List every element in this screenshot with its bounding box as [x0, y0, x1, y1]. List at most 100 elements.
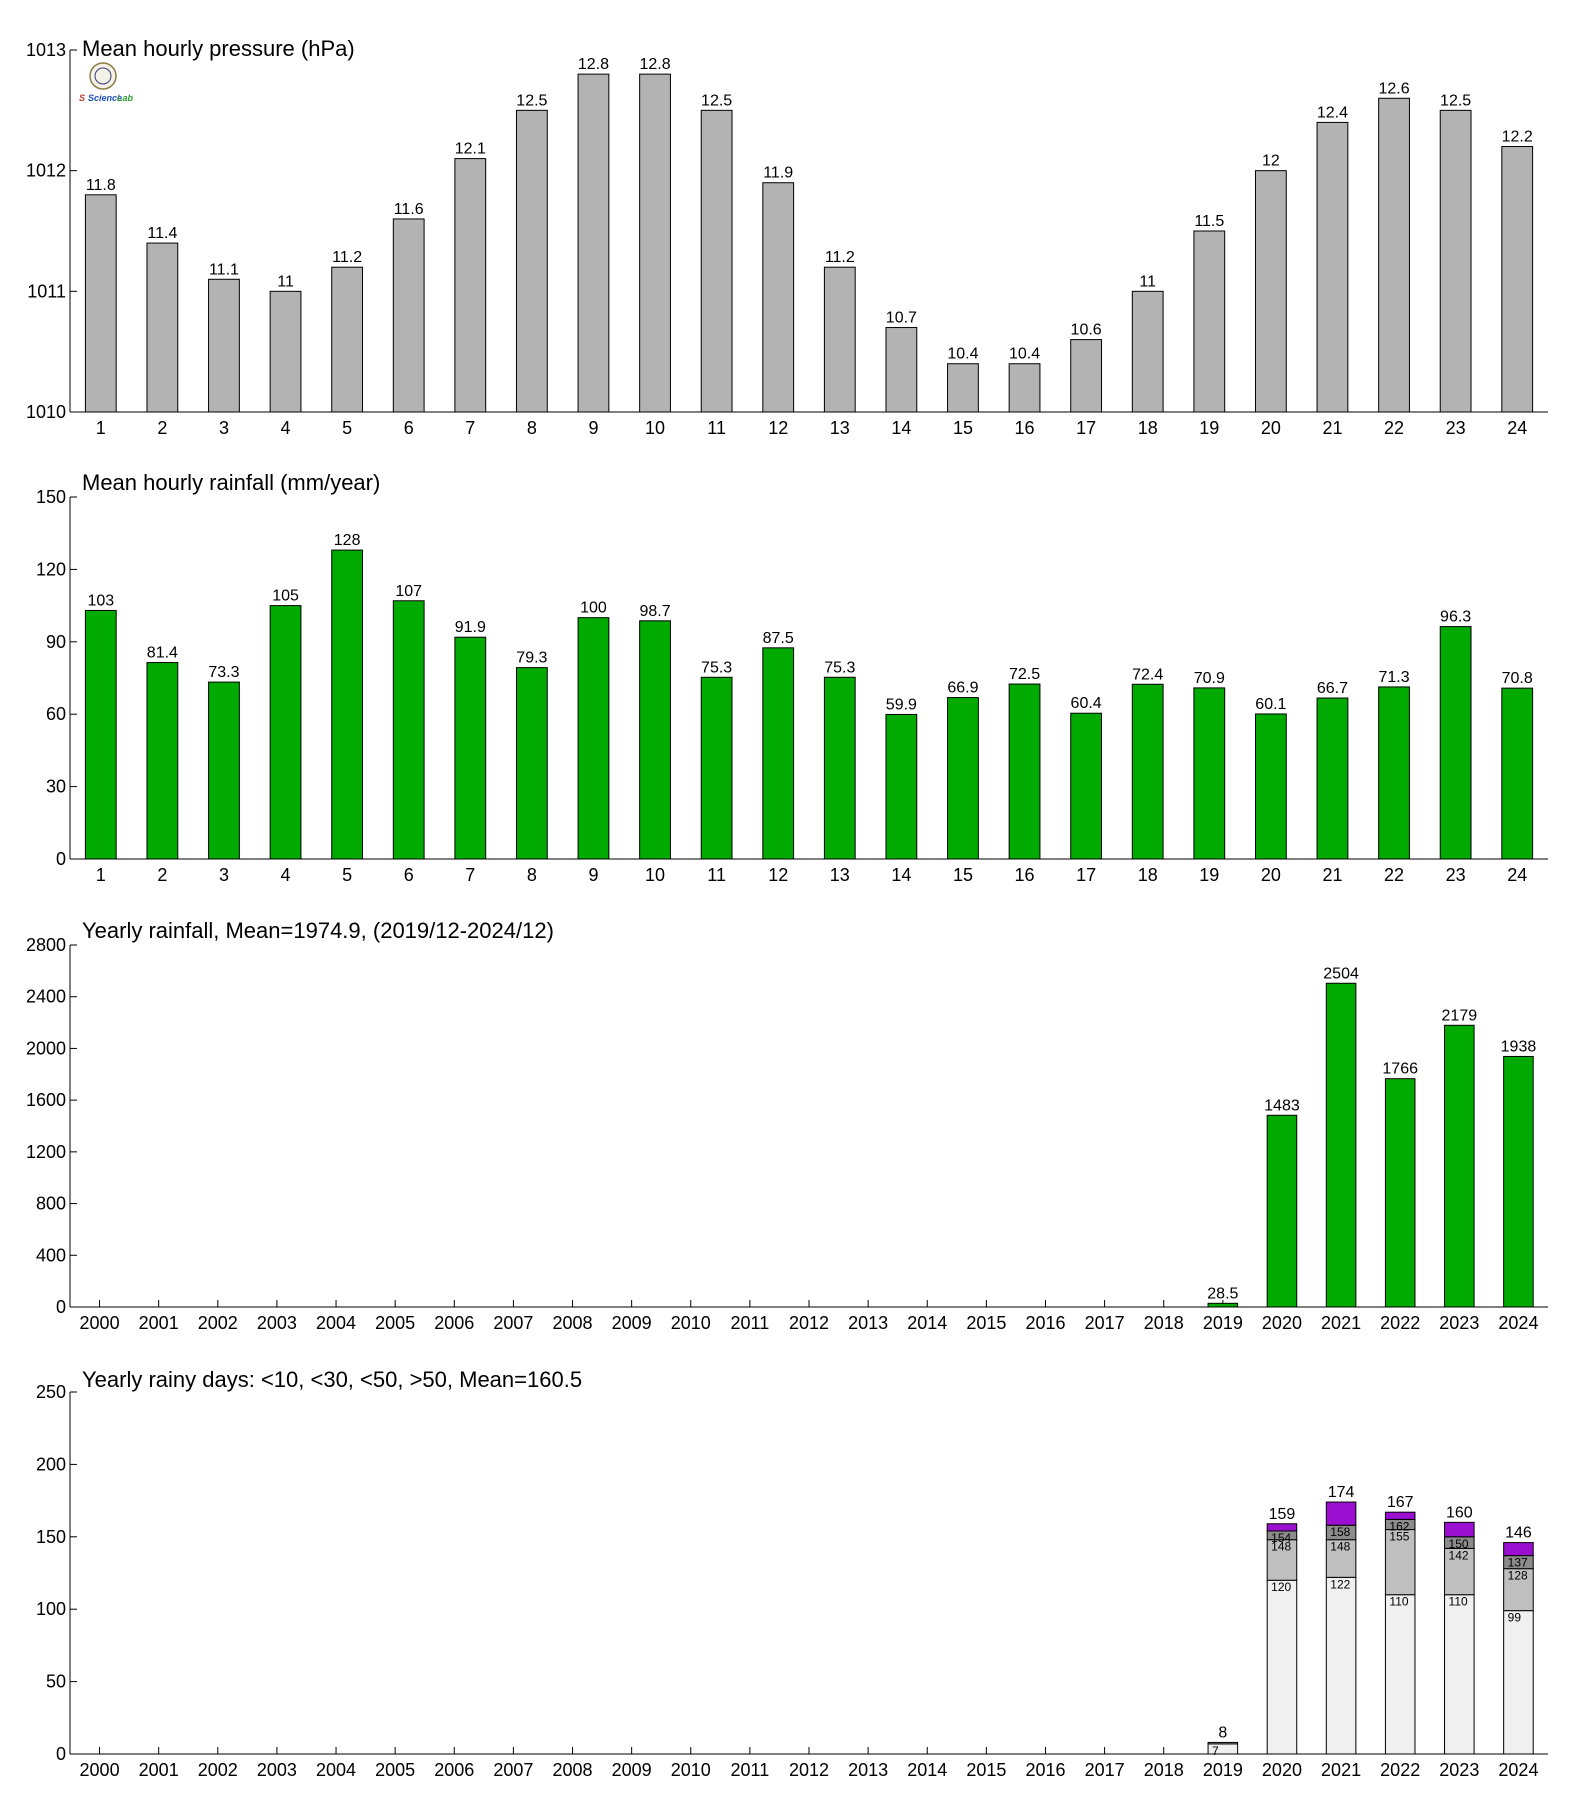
hourly-rain-bar	[392, 600, 425, 860]
rainy-days-x-tick-label: 2015	[966, 1760, 1006, 1780]
hourly-rain-x-tick-label: 1	[96, 865, 106, 885]
pressure-x-tick-label: 21	[1322, 418, 1342, 438]
pressure-x-tick-label: 5	[342, 418, 352, 438]
hourly-rain-bar	[762, 647, 795, 860]
rainy-days-y-tick-label: 200	[36, 1454, 66, 1474]
hourly-rain-bar-label: 91.9	[455, 619, 486, 636]
rainy-days-total-label: 174	[1328, 1484, 1355, 1501]
rainy-days-segment-lt30	[1207, 1741, 1239, 1745]
hourly-rain-x-tick-label: 20	[1261, 865, 1281, 885]
pressure-bar	[1193, 230, 1226, 413]
pressure-x-tick-label: 24	[1507, 418, 1527, 438]
hourly-rain-bar-label: 96.3	[1440, 609, 1471, 626]
hourly-rain-x-tick-label: 3	[219, 865, 229, 885]
pressure-chart: Mean hourly pressure (hPa) 1010101110121…	[26, 36, 1548, 438]
rainy-days-segment-gt50	[1325, 1501, 1357, 1526]
yearly-rain-y-tick-label: 2000	[26, 1038, 66, 1058]
rainy-days-x-tick-label: 2006	[434, 1760, 474, 1780]
rainy-days-segment-label: 154	[1271, 1531, 1291, 1545]
hourly-rain-bar	[947, 697, 979, 860]
rainy-days-segment-label: 99	[1508, 1611, 1522, 1625]
hourly-rain-x-tick-label: 10	[645, 865, 665, 885]
lab-logo: S Science Lab	[79, 62, 134, 103]
yearly-rain-x-tick-label: 2008	[552, 1313, 592, 1333]
hourly-rain-bar-label: 72.5	[1009, 666, 1040, 683]
yearly-rain-x-tick-label: 2006	[434, 1313, 474, 1333]
rainy-days-segment-label: 162	[1389, 1519, 1409, 1533]
hourly-rain-bar	[146, 662, 179, 860]
rainy-days-segment-gt50	[1384, 1511, 1416, 1520]
pressure-bar-label: 11	[1139, 273, 1156, 290]
logo-text-right: Lab	[117, 93, 134, 103]
yearly-rain-bar	[1325, 982, 1357, 1308]
pressure-x-tick-label: 15	[953, 418, 973, 438]
pressure-bar-label: 11	[277, 273, 294, 290]
hourly-rain-y-tick-label: 120	[36, 559, 66, 579]
hourly-rain-bar	[1131, 683, 1164, 860]
pressure-bar	[762, 182, 795, 413]
rainy-days-x-tick-label: 2005	[375, 1760, 415, 1780]
rainy-days-segment-lt10	[1503, 1610, 1534, 1755]
yearly-rain-x-tick-label: 2011	[731, 1313, 770, 1333]
rainy-days-segment-lt30	[1503, 1568, 1534, 1612]
yearly-rain-bar	[1444, 1024, 1475, 1308]
yearly-rain-bar-label: 28.5	[1207, 1285, 1238, 1302]
yearly-rain-bar	[1503, 1055, 1534, 1308]
pressure-bar-label: 12.5	[1440, 92, 1471, 109]
rainy-days-segment-label: 150	[1449, 1537, 1469, 1551]
hourly-rain-bar-label: 75.3	[824, 659, 855, 676]
pressure-x-tick-label: 10	[645, 418, 665, 438]
yearly-rain-y-tick-label: 2800	[26, 935, 66, 955]
pressure-x-tick-label: 18	[1138, 418, 1158, 438]
pressure-y-tick-label: 1013	[26, 40, 66, 60]
pressure-bar	[208, 278, 240, 413]
logo-text-left: S	[79, 93, 85, 103]
pressure-x-tick-label: 2	[157, 418, 167, 438]
pressure-x-tick-label: 4	[281, 418, 291, 438]
hourly-rain-x-tick-label: 7	[465, 865, 475, 885]
hourly-rain-y-tick-label: 150	[36, 487, 66, 507]
rainy-days-x-tick-label: 2004	[316, 1760, 356, 1780]
rainy-days-segment-label: 122	[1330, 1577, 1350, 1591]
rainy-days-x-tick-label: 2000	[80, 1760, 120, 1780]
hourly-rain-bar	[1316, 697, 1349, 860]
rainy-days-y-tick-label: 50	[46, 1672, 66, 1692]
hourly-rain-x-tick-label: 15	[953, 865, 973, 885]
pressure-bar-label: 12.5	[701, 92, 732, 109]
hourly-rain-bar	[1378, 686, 1410, 860]
hourly-rain-bar	[269, 605, 302, 860]
rainy-days-x-tick-label: 2007	[493, 1760, 533, 1780]
rainy-days-x-tick-label: 2013	[848, 1760, 888, 1780]
hourly-rainfall-chart: Mean hourly rainfall (mm/year) 030609012…	[36, 470, 1548, 885]
pressure-bar	[885, 327, 918, 413]
pressure-x-tick-label: 16	[1015, 418, 1035, 438]
rainy-days-segment-gt50	[1503, 1542, 1534, 1557]
pressure-bar	[515, 109, 548, 413]
hourly-rain-bar	[700, 676, 733, 860]
pressure-bar-label: 11.1	[209, 261, 239, 278]
pressure-chart-title: Mean hourly pressure (hPa)	[82, 36, 355, 61]
pressure-bar	[331, 266, 364, 413]
yearly-rain-bar-label: 2179	[1442, 1007, 1478, 1024]
yearly-rain-bar-label: 1766	[1382, 1061, 1418, 1078]
rainy-days-segment-label: 155	[1389, 1530, 1409, 1544]
rainy-days-segment-label: 120	[1271, 1580, 1291, 1594]
hourly-rain-bar	[1193, 687, 1226, 860]
pressure-bar	[269, 290, 302, 413]
hourly-rain-bar	[577, 617, 610, 860]
rainy-days-segment-label: 142	[1449, 1548, 1469, 1562]
pressure-bar	[1070, 339, 1103, 413]
hourly-rain-bar-label: 98.7	[639, 603, 670, 620]
rainy-days-total-label: 160	[1446, 1504, 1473, 1521]
hourly-rain-bar-label: 75.3	[701, 659, 732, 676]
yearly-rain-x-tick-label: 2024	[1498, 1313, 1538, 1333]
hourly-rain-y-tick-label: 60	[46, 704, 66, 724]
rainy-days-segment-label: 110	[1389, 1595, 1408, 1609]
pressure-bar	[1378, 97, 1410, 413]
hourly-rain-bar-label: 107	[395, 583, 422, 600]
hourly-rain-bar-label: 79.3	[516, 650, 547, 667]
rainy-days-y-tick-label: 150	[36, 1527, 66, 1547]
hourly-rain-y-tick-label: 0	[56, 849, 66, 869]
pressure-bar-label: 11.8	[86, 177, 116, 194]
pressure-bar	[84, 194, 117, 413]
